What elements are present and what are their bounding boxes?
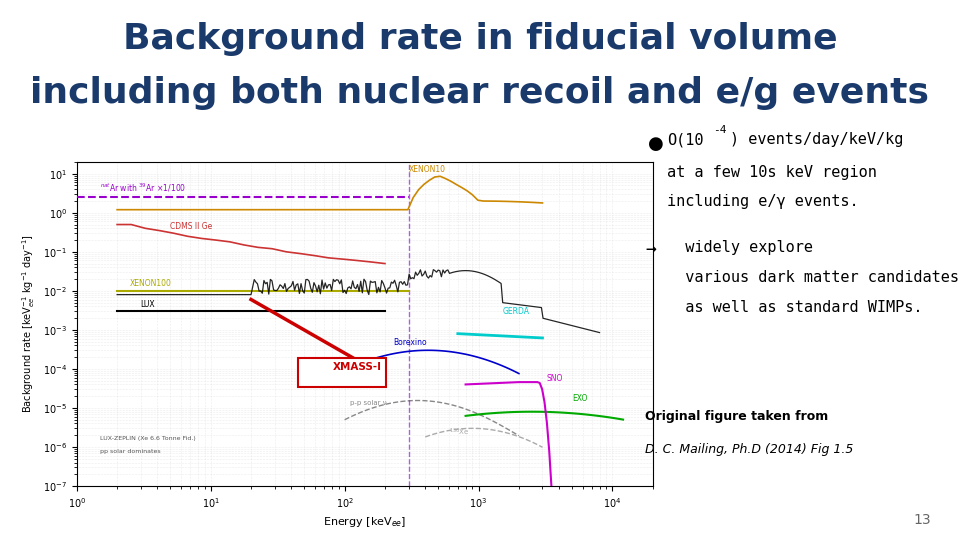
Text: CDMS II Ge: CDMS II Ge [171, 222, 213, 231]
Text: D. C. Mailing, Ph.D (2014) Fig 1.5: D. C. Mailing, Ph.D (2014) Fig 1.5 [645, 443, 853, 456]
Text: 13: 13 [914, 513, 931, 527]
Text: XMASS-I: XMASS-I [333, 362, 382, 372]
Text: at a few 10s keV region: at a few 10s keV region [667, 165, 877, 180]
Text: →: → [645, 240, 656, 258]
Text: $^{nat}$Ar with $^{39}$Ar $\times$1/100: $^{nat}$Ar with $^{39}$Ar $\times$1/100 [101, 182, 186, 194]
Text: ●: ● [648, 135, 663, 153]
Text: GERDA: GERDA [502, 307, 529, 316]
Text: XENON10: XENON10 [409, 165, 445, 174]
Text: O(10: O(10 [667, 132, 704, 147]
Text: as well as standard WIMPs.: as well as standard WIMPs. [667, 300, 923, 315]
Text: widely explore: widely explore [667, 240, 813, 255]
Y-axis label: Background rate [keV$_{ee}^{-1}$ kg$^{-1}$ day$^{-1}$]: Background rate [keV$_{ee}^{-1}$ kg$^{-1… [20, 234, 37, 414]
Bar [299, 359, 386, 387]
Text: LUX: LUX [141, 300, 156, 309]
Text: including both nuclear recoil and e/g events: including both nuclear recoil and e/g ev… [31, 76, 929, 110]
Text: including e/γ events.: including e/γ events. [667, 194, 859, 210]
Text: LUX-ZEPLIN (Xe 6.6 Tonne Fid.): LUX-ZEPLIN (Xe 6.6 Tonne Fid.) [101, 436, 196, 441]
Text: $^{136}$Xe: $^{136}$Xe [449, 427, 469, 438]
Text: SNO: SNO [546, 374, 563, 383]
Text: EXO: EXO [572, 394, 588, 403]
Text: Background rate in fiducial volume: Background rate in fiducial volume [123, 22, 837, 56]
Text: pp solar dominates: pp solar dominates [101, 449, 161, 454]
X-axis label: Energy [keV$_{ee}$]: Energy [keV$_{ee}$] [324, 515, 406, 529]
Text: various dark matter candidates: various dark matter candidates [667, 270, 959, 285]
Text: ) events/day/keV/kg: ) events/day/keV/kg [730, 132, 903, 147]
Text: -4: -4 [713, 125, 727, 136]
Text: Original figure taken from: Original figure taken from [645, 410, 828, 423]
Text: XENON100: XENON100 [131, 279, 172, 288]
Text: p-p solar ν: p-p solar ν [350, 400, 387, 406]
Text: Borexino: Borexino [393, 339, 426, 347]
